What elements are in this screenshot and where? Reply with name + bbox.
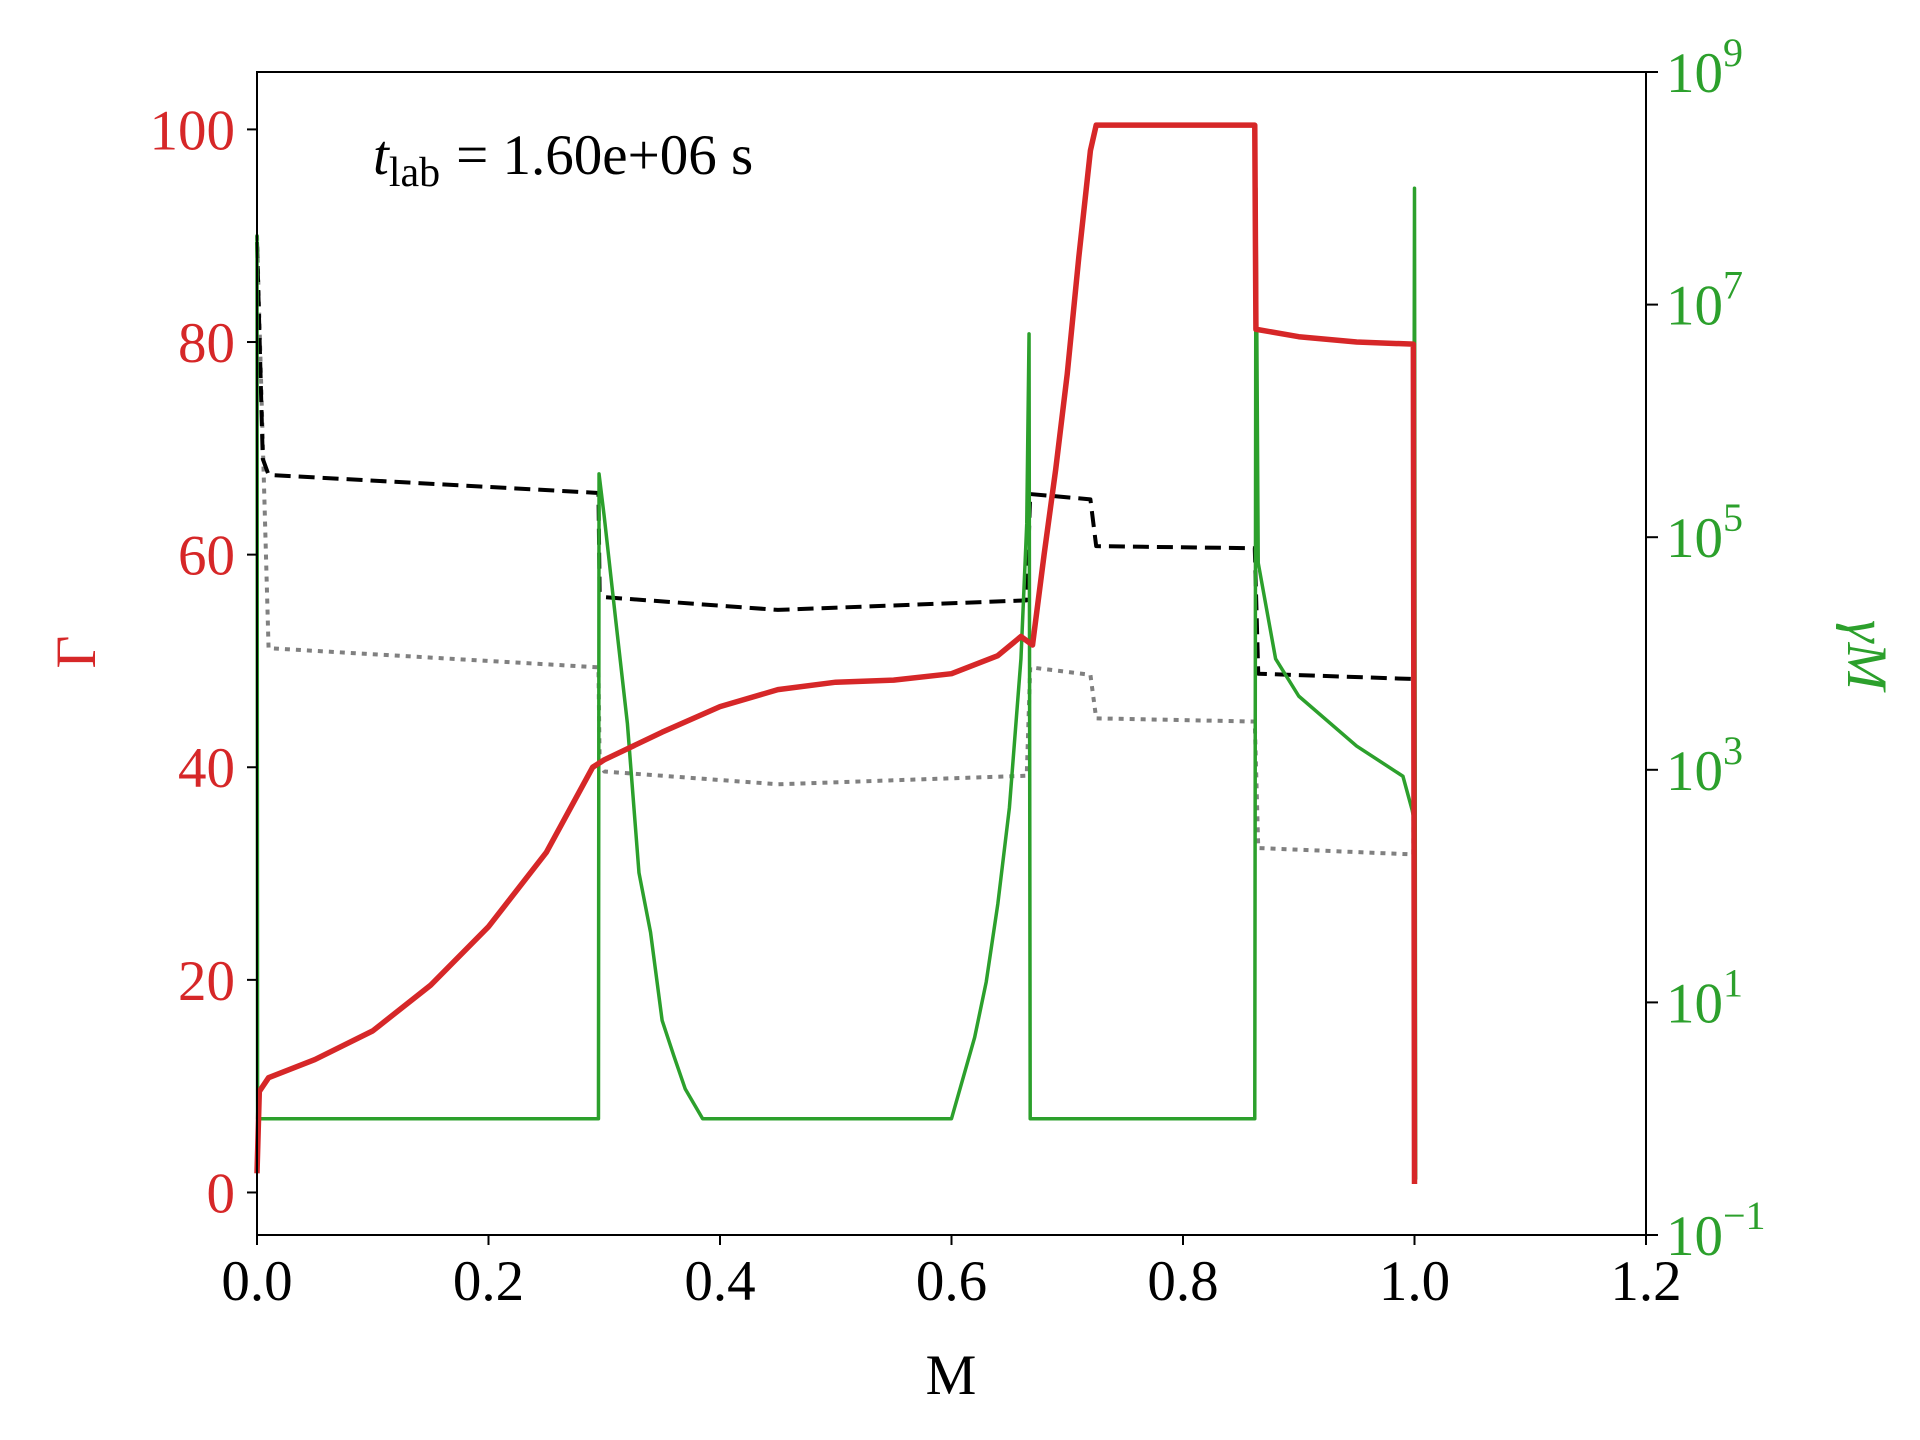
series-line <box>255 186 1418 1180</box>
y-tick-label: 100 <box>150 99 236 162</box>
x-tick-label: 1.0 <box>1379 1250 1450 1313</box>
y2-tick-label: 10−1 <box>1666 1193 1766 1268</box>
y2-tick-base: 10 <box>1666 740 1723 803</box>
y2-tick-base: 10 <box>1666 1205 1723 1268</box>
y2-tick-label: 101 <box>1666 960 1743 1035</box>
y2-tick-exponent: −1 <box>1723 1193 1766 1238</box>
y2-tick-label: 109 <box>1666 30 1743 105</box>
x-tick-label: 0.0 <box>221 1250 292 1313</box>
y2-tick-exponent: 1 <box>1723 960 1743 1005</box>
y-tick-label: 40 <box>178 737 235 800</box>
series-line <box>254 122 1418 1184</box>
y2-tick-base: 10 <box>1666 42 1723 105</box>
y2-tick-base: 10 <box>1666 507 1723 570</box>
y2-tick-exponent: 5 <box>1723 495 1743 540</box>
y2-tick-exponent: 7 <box>1723 263 1743 308</box>
x-tick-label: 0.8 <box>1147 1250 1218 1313</box>
x-axis-label: M <box>926 1344 977 1407</box>
y2-tick-label: 103 <box>1666 728 1743 803</box>
x-tick-label: 0.4 <box>684 1250 755 1313</box>
y2-tick-base: 10 <box>1666 972 1723 1035</box>
x-tick-label: 0.6 <box>916 1250 987 1313</box>
annotation-symbol: t <box>373 124 390 187</box>
annotation-text: = 1.60e+06 s <box>456 124 753 187</box>
y-axis-label: Γ <box>45 636 108 669</box>
annotation-subscript: lab <box>389 150 440 196</box>
annotation: tlab = 1.60e+06 s <box>373 124 753 196</box>
y2-tick-label: 105 <box>1666 495 1743 570</box>
y-tick-label: 60 <box>178 525 235 588</box>
y2-tick-exponent: 9 <box>1723 30 1743 75</box>
x-tick-label: 0.2 <box>453 1250 524 1313</box>
y2-tick-exponent: 3 <box>1723 728 1743 773</box>
x-tick-label: 1.2 <box>1610 1250 1681 1313</box>
y-tick-label: 80 <box>178 312 235 375</box>
y-tick-label: 20 <box>178 950 235 1013</box>
y-tick-label: 0 <box>207 1162 236 1225</box>
y2-tick-label: 107 <box>1666 263 1743 338</box>
y2-axis-label: γM <box>1835 620 1898 693</box>
y2-tick-base: 10 <box>1666 275 1723 338</box>
